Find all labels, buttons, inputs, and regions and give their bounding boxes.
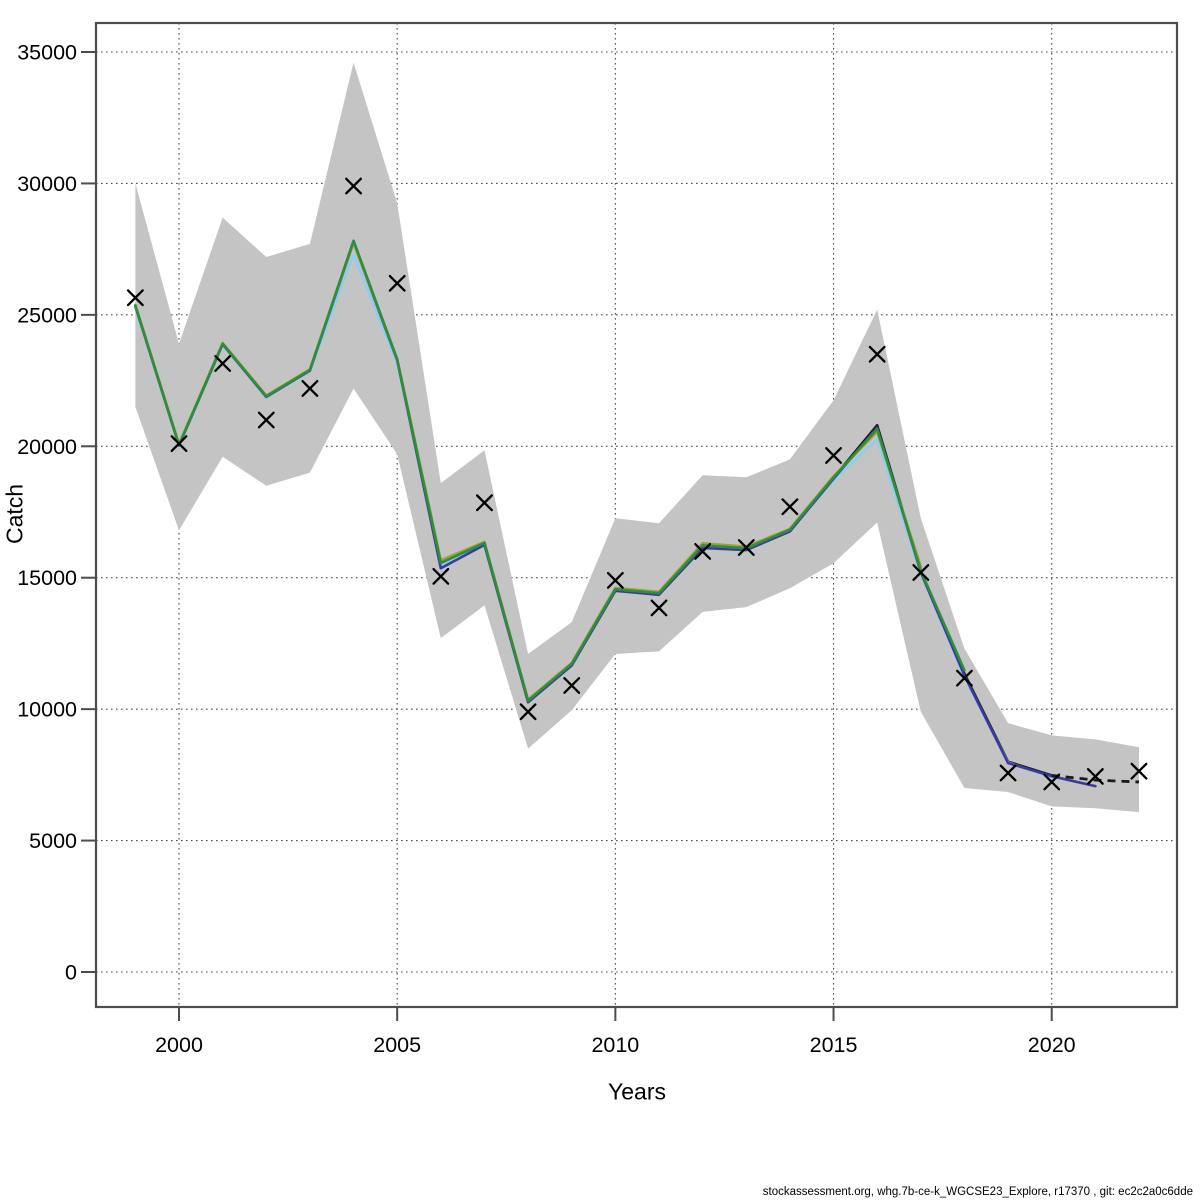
y-tick-label: 30000 bbox=[17, 172, 77, 196]
y-tick-label: 35000 bbox=[17, 41, 77, 65]
x-marker bbox=[781, 498, 799, 516]
axis-tick-labels: 0 5000 10000 15000 20000 25000 30000 35000 2000 2… bbox=[17, 41, 1075, 1058]
plot-frame bbox=[94, 21, 1179, 1009]
y-tick-label: 0 bbox=[65, 961, 77, 985]
x-tick-label: 2005 bbox=[373, 1033, 421, 1057]
x-marker bbox=[825, 447, 842, 464]
x-marker bbox=[519, 703, 537, 721]
x-marker bbox=[126, 289, 144, 307]
x-tick-label: 2010 bbox=[591, 1033, 639, 1057]
x-marker bbox=[955, 669, 973, 687]
x-marker bbox=[170, 435, 188, 453]
x-marker bbox=[388, 274, 406, 292]
x-marker bbox=[912, 564, 930, 581]
x-marker bbox=[999, 764, 1017, 782]
x-marker bbox=[606, 571, 624, 589]
fit-base-run-forecast-dashed bbox=[1051, 773, 1140, 784]
y-tick-label: 25000 bbox=[17, 303, 77, 327]
observed-catch-markers bbox=[126, 177, 1148, 791]
x-marker bbox=[257, 411, 275, 429]
x-marker bbox=[1043, 773, 1061, 791]
y-tick-label: 15000 bbox=[17, 566, 77, 590]
x-marker bbox=[476, 494, 493, 512]
y-tick-label: 10000 bbox=[17, 698, 77, 722]
x-marker bbox=[301, 380, 319, 397]
fit-run-green bbox=[134, 239, 966, 703]
confidence-band bbox=[135, 62, 1139, 813]
x-tick-label: 2015 bbox=[810, 1033, 858, 1057]
x-tick-label: 2020 bbox=[1028, 1033, 1076, 1057]
x-marker bbox=[563, 677, 581, 694]
x-marker bbox=[1086, 767, 1104, 785]
y-tick-label: 5000 bbox=[29, 829, 77, 853]
x-marker bbox=[650, 599, 668, 617]
gridlines bbox=[96, 23, 1177, 1007]
x-axis-title: Years bbox=[608, 1078, 666, 1105]
x-tick-label: 2000 bbox=[155, 1033, 203, 1057]
x-marker bbox=[1130, 762, 1148, 780]
y-tick-label: 20000 bbox=[17, 435, 77, 459]
x-marker bbox=[432, 567, 450, 585]
x-marker bbox=[345, 177, 362, 195]
stockassessment-footer-text: stockassessment.org, whg.7b-ce-k_WGCSE23… bbox=[762, 1186, 1193, 1198]
y-axis-title: Catch bbox=[1, 483, 28, 545]
x-marker bbox=[214, 355, 232, 372]
x-marker bbox=[868, 345, 886, 363]
axis-ticks bbox=[81, 51, 1053, 1021]
x-marker bbox=[694, 542, 712, 560]
x-marker bbox=[737, 539, 755, 556]
